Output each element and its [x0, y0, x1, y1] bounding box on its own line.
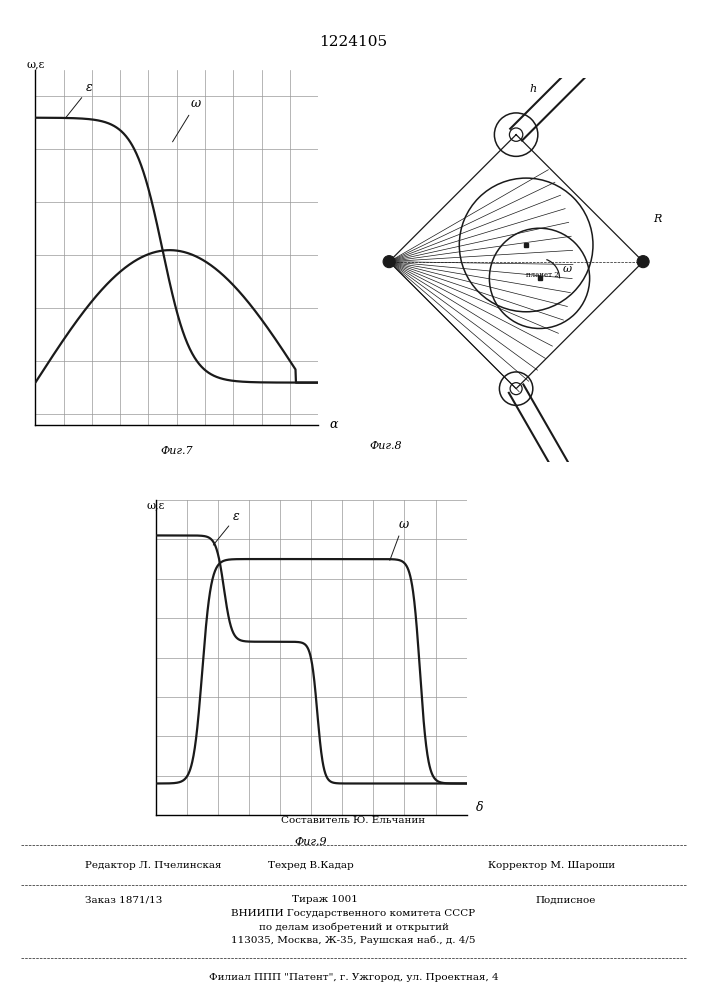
Circle shape [637, 256, 649, 268]
Text: 1224105: 1224105 [320, 35, 387, 49]
Text: ε: ε [65, 81, 93, 118]
Text: Заказ 1871/13: Заказ 1871/13 [85, 896, 162, 904]
Text: ω: ω [390, 518, 409, 560]
Text: Филиал ППП "Патент", г. Ужгород, ул. Проектная, 4: Филиал ППП "Патент", г. Ужгород, ул. Про… [209, 974, 498, 982]
Text: ε: ε [214, 510, 240, 545]
Text: δ: δ [476, 801, 484, 814]
Text: α: α [329, 418, 338, 432]
Text: ω: ω [173, 97, 201, 142]
Text: Фиг.8: Фиг.8 [369, 441, 402, 451]
Text: 113035, Москва, Ж-35, Раушская наб., д. 4/5: 113035, Москва, Ж-35, Раушская наб., д. … [231, 935, 476, 945]
Text: Техред В.Кадар: Техред В.Кадар [268, 860, 354, 869]
Text: Составитель Ю. Ельчанин: Составитель Ю. Ельчанин [281, 816, 426, 825]
Text: ω,ε: ω,ε [146, 500, 165, 510]
Text: ω,ε: ω,ε [27, 59, 45, 69]
Text: планет 2: планет 2 [526, 271, 559, 279]
Text: ω: ω [563, 264, 572, 274]
Text: ВНИИПИ Государственного комитета СССР: ВНИИПИ Государственного комитета СССР [231, 910, 476, 918]
Text: Редактор Л. Пчелинская: Редактор Л. Пчелинская [85, 860, 221, 869]
Text: Корректор М. Шароши: Корректор М. Шароши [488, 860, 615, 869]
Text: h: h [529, 84, 537, 94]
Text: Фиг.7: Фиг.7 [160, 446, 193, 456]
Text: Подписное: Подписное [535, 896, 596, 904]
Text: R: R [653, 214, 662, 224]
Text: по делам изобретений и открытий: по делам изобретений и открытий [259, 922, 448, 932]
Text: Фиг.9: Фиг.9 [295, 837, 327, 847]
Circle shape [383, 256, 395, 268]
Text: Тираж 1001: Тираж 1001 [292, 896, 358, 904]
